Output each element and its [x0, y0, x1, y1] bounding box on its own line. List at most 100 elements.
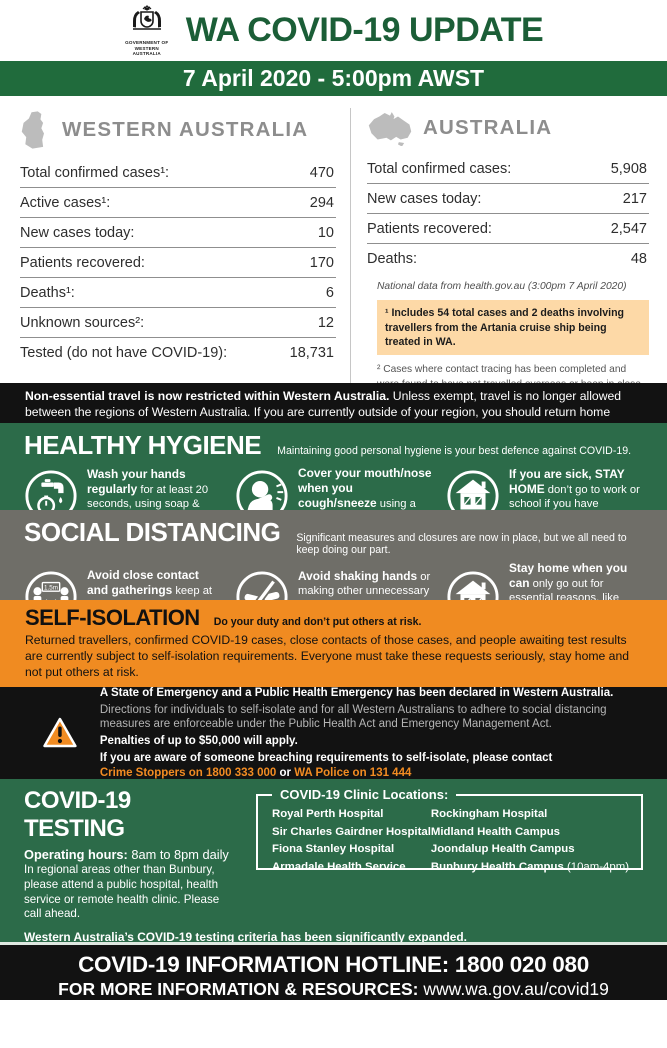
stat-row: Total confirmed cases: 5,908 — [367, 154, 649, 185]
dont-bold: DON’T — [414, 685, 452, 687]
hygiene-subtitle: Maintaining good personal hygiene is you… — [277, 445, 632, 458]
emergency-contacts-line: Crime Stoppers on 1800 333 000 or WA Pol… — [100, 766, 639, 780]
hygiene-header: HEALTHY HYGIENE Maintaining good persona… — [24, 430, 643, 461]
au-stats-column: AUSTRALIA Total confirmed cases: 5,908 N… — [350, 108, 649, 404]
page-title: WA COVID-19 UPDATE — [185, 10, 544, 49]
regional-note: In regional areas other than Bunbury, pl… — [24, 863, 220, 921]
distancing-item-bold: Avoid shaking hands — [298, 568, 418, 583]
isolation-body: Returned travellers, confirmed COVID-19 … — [25, 633, 630, 680]
australia-map-icon — [368, 112, 412, 147]
dont-rest: go to work/school — [267, 685, 336, 687]
stat-label: Patients recovered: — [367, 221, 492, 238]
hotline-line: COVID-19 INFORMATION HOTLINE: 1800 020 0… — [78, 952, 589, 977]
isolation-header: SELF-ISOLATION Do your duty and don’t pu… — [25, 605, 642, 631]
stat-label: Unknown sources²: — [20, 315, 145, 332]
emergency-report-line: If you are aware of someone breaching re… — [99, 752, 553, 765]
wa-police-contact: WA Police on 131 444 — [294, 766, 412, 779]
criteria-line1-bold: Western Australia’s COVID-19 testing cri… — [24, 930, 467, 945]
dont-item: DON’T have visitors — [541, 685, 642, 687]
footer: COVID-19 INFORMATION HOTLINE: 1800 020 0… — [0, 942, 667, 1000]
dont-item: DON’T go on outings — [414, 685, 521, 687]
hygiene-item-bold: Wash your hands regularly — [87, 466, 186, 496]
wa-map-icon — [21, 111, 44, 149]
contact-or: or — [276, 766, 295, 779]
distancing-header: SOCIAL DISTANCING Significant measures a… — [24, 517, 643, 556]
self-isolation-section: SELF-ISOLATION Do your duty and don’t pu… — [0, 600, 667, 687]
dont-rest: leave your property — [112, 685, 209, 687]
criteria-line4: Targeted testing will also be arranged f… — [24, 1031, 589, 1046]
artania-footnote: ¹ Includes 54 total cases and 2 deaths i… — [377, 300, 649, 356]
stat-row: Deaths¹: 6 — [20, 278, 336, 309]
dont-bold: DON’T — [267, 685, 305, 687]
clinic-item: Royal Perth Hospital — [272, 808, 384, 820]
stat-value: 170 — [309, 255, 334, 272]
dont-rest: have visitors — [541, 685, 608, 687]
stat-row: Patients recovered: 2,547 — [367, 214, 649, 245]
operating-hours-label: Operating hours: — [24, 847, 128, 862]
stat-value: 18,731 — [289, 345, 334, 362]
clinic-item: Armadale Health Service — [272, 861, 406, 874]
stat-value: 294 — [309, 195, 334, 212]
wa-stats-title: WESTERN AUSTRALIA — [62, 118, 309, 142]
resources-url: www.wa.gov.au/covid19 — [423, 979, 609, 999]
hygiene-item-bold: Cover your mouth/nose when you cough/sne… — [298, 466, 432, 511]
operating-hours: Operating hours: 8am to 8pm daily — [24, 847, 236, 862]
clinic-item: Sir Charles Gairdner Hospital — [272, 825, 431, 838]
criteria-text: acute respiratory symptoms - this includ… — [24, 997, 640, 1029]
national-data-source-note: National data from health.gov.au (3:00pm… — [377, 281, 627, 293]
isolation-that-means-row: That means: DON’T leave your property DO… — [25, 685, 642, 687]
stat-row: Total confirmed cases¹: 470 — [20, 158, 336, 189]
isolation-title: SELF-ISOLATION — [25, 605, 200, 631]
operating-hours-value: 8am to 8pm daily — [127, 847, 229, 862]
that-means-label: That means: — [25, 685, 92, 687]
clinic-locations-title: COVID-19 Clinic Locations: — [272, 787, 457, 802]
clinic-item-name: Bunbury Health Campus — [430, 861, 564, 874]
dont-bold: DON’T — [112, 685, 150, 687]
dont-bold: DON’T — [541, 685, 579, 687]
crime-stoppers-contact: Crime Stoppers on 1800 333 000 — [99, 766, 277, 779]
isolation-subtitle: Do your duty and don’t put others at ris… — [213, 616, 422, 629]
stat-value: 48 — [630, 251, 647, 268]
clinic-item-hours: (10am-4pm) — [563, 861, 629, 874]
hygiene-title: HEALTHY HYGIENE — [24, 430, 262, 461]
resources-label: FOR MORE INFORMATION & RESOURCES: — [58, 979, 424, 999]
header: GOVERNMENT OF WESTERN AUSTRALIA WA COVID… — [0, 0, 667, 61]
testing-title: COVID-19 TESTING — [24, 787, 131, 842]
social-distancing-section: SOCIAL DISTANCING Significant measures a… — [0, 510, 667, 632]
stat-label: Patients recovered: — [20, 255, 145, 272]
emergency-line2: Directions for individuals to self-isola… — [99, 703, 607, 730]
clinic-item: Joondalup Health Campus — [430, 843, 575, 856]
date-bar: 7 April 2020 - 5:00pm AWST — [0, 60, 667, 97]
healthy-hygiene-section: HEALTHY HYGIENE Maintaining good persona… — [0, 423, 667, 524]
stat-value: 5,908 — [610, 161, 647, 178]
distancing-subtitle: Significant measures and closures are no… — [296, 532, 627, 557]
gov-label-line1: GOVERNMENT OF — [125, 39, 169, 45]
emergency-declaration-section: A State of Emergency and a Public Health… — [0, 687, 667, 779]
stat-label: Active cases¹: — [20, 195, 111, 212]
stat-row: Deaths: 48 — [367, 244, 649, 273]
testing-top-row: COVID-19 TESTING Operating hours: 8am to… — [24, 787, 643, 922]
coat-of-arms-icon — [132, 4, 161, 30]
clinic-list-column-1: Royal Perth Hospital Sir Charles Gairdne… — [272, 806, 431, 873]
emergency-penalties-line: Penalties of up to $50,000 will apply. — [99, 735, 298, 747]
stat-row: Patients recovered: 170 — [20, 248, 336, 279]
stat-row: New cases today: 217 — [367, 184, 649, 215]
resources-line: FOR MORE INFORMATION & RESOURCES: www.wa… — [0, 979, 667, 1000]
emergency-text: A State of Emergency and a Public Health… — [100, 686, 639, 780]
distancing-title: SOCIAL DISTANCING — [24, 517, 281, 548]
criteria-line1: Western Australia’s COVID-19 testing cri… — [24, 929, 643, 946]
stat-value: 6 — [325, 285, 334, 302]
covid-testing-section: COVID-19 TESTING Operating hours: 8am to… — [0, 779, 667, 1046]
clinic-item: Midland Health Campus — [430, 825, 560, 838]
stat-value: 12 — [317, 315, 334, 332]
wa-stats-column: WESTERN AUSTRALIA Total confirmed cases¹… — [20, 108, 350, 383]
au-stats-header: AUSTRALIA — [367, 110, 649, 147]
travel-restriction-notice: Non-essential travel is now restricted w… — [0, 383, 667, 436]
warning-triangle-icon — [43, 717, 77, 748]
stat-value: 470 — [309, 165, 334, 182]
stat-value: 2,547 — [610, 221, 647, 238]
svg-text:1.5m: 1.5m — [44, 585, 58, 592]
stat-row: Tested (do not have COVID-19): 18,731 — [20, 338, 336, 367]
clinic-item: Fiona Stanley Hospital — [272, 843, 395, 856]
